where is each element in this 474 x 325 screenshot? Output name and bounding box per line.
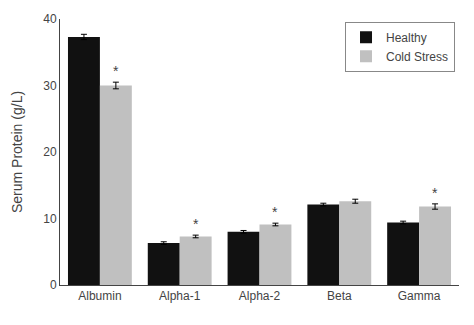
svg-text:Cold Stress: Cold Stress [386,50,448,64]
svg-text:*: * [193,216,199,232]
svg-text:40: 40 [43,12,57,26]
svg-text:*: * [272,204,278,220]
svg-text:20: 20 [43,145,57,159]
svg-text:*: * [113,63,119,79]
svg-text:*: * [432,185,438,201]
svg-text:30: 30 [43,79,57,93]
svg-text:0: 0 [50,278,57,292]
svg-text:Alpha-2: Alpha-2 [239,289,281,303]
svg-text:Beta: Beta [327,289,352,303]
svg-text:Serum Protein (g/L): Serum Protein (g/L) [9,91,25,213]
svg-text:Albumin: Albumin [78,289,121,303]
svg-text:10: 10 [43,212,57,226]
svg-text:Gamma: Gamma [398,289,441,303]
svg-text:Alpha-1: Alpha-1 [159,289,201,303]
svg-text:Healthy: Healthy [386,31,427,45]
